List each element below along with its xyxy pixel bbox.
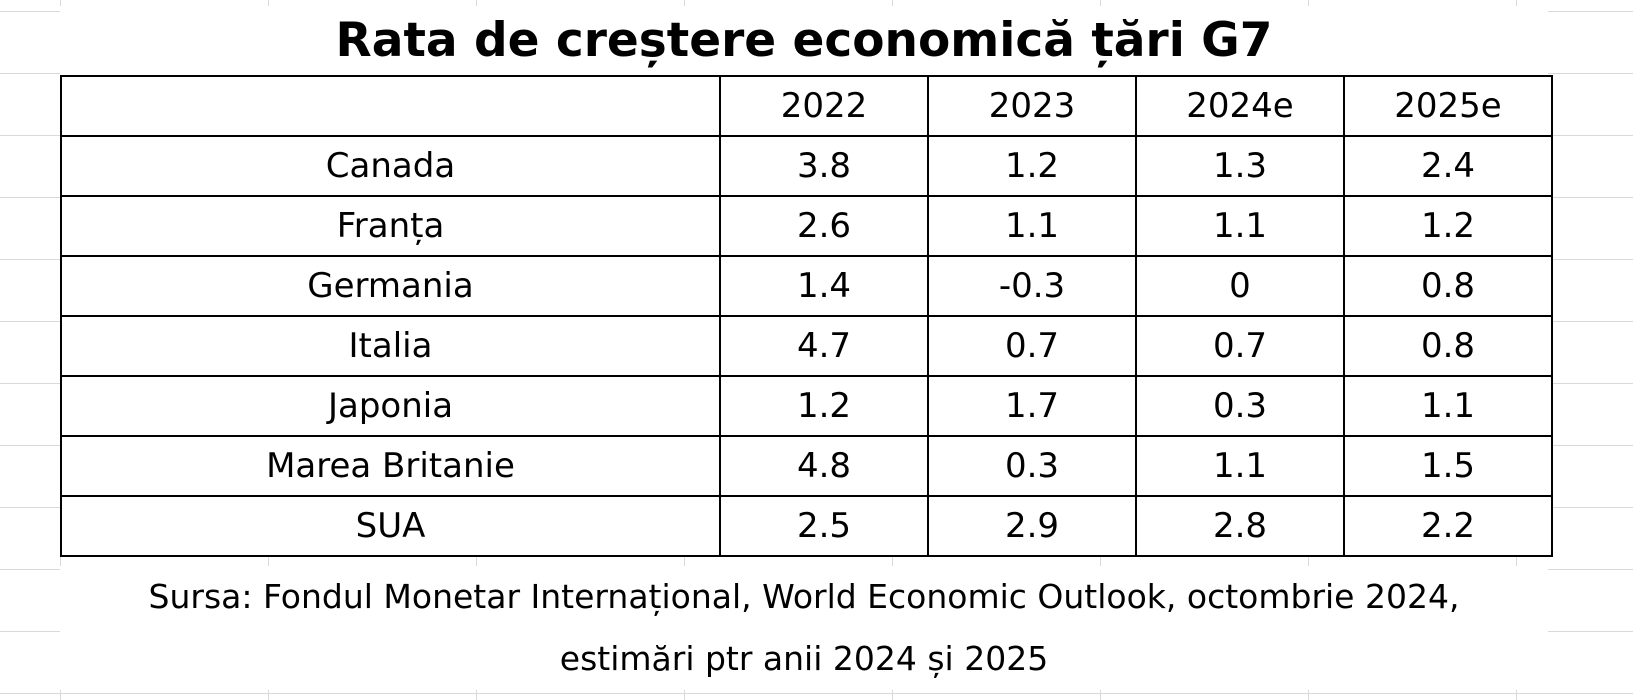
table-row: Canada 3.8 1.2 1.3 2.4 bbox=[60, 135, 1553, 197]
country-cell[interactable]: Japonia bbox=[60, 375, 721, 437]
value-cell[interactable]: 2.9 bbox=[927, 495, 1137, 557]
source-line-1: Sursa: Fondul Monetar Internațional, Wor… bbox=[148, 577, 1460, 616]
value-cell[interactable]: 1.4 bbox=[719, 255, 929, 317]
value-cell[interactable]: 2.5 bbox=[719, 495, 929, 557]
value-cell[interactable]: 1.3 bbox=[1135, 135, 1345, 197]
value-cell[interactable]: 1.2 bbox=[927, 135, 1137, 197]
table-row: Italia 4.7 0.7 0.7 0.8 bbox=[60, 315, 1553, 377]
table-title: Rata de creștere economică țări G7 bbox=[60, 6, 1548, 76]
table-row: SUA 2.5 2.9 2.8 2.2 bbox=[60, 495, 1553, 557]
value-cell[interactable]: 0.3 bbox=[927, 435, 1137, 497]
value-cell[interactable]: 1.1 bbox=[1135, 435, 1345, 497]
country-cell[interactable]: Italia bbox=[60, 315, 721, 377]
value-cell[interactable]: 1.7 bbox=[927, 375, 1137, 437]
header-year-2023[interactable]: 2023 bbox=[927, 75, 1137, 137]
value-cell[interactable]: 1.2 bbox=[719, 375, 929, 437]
value-cell[interactable]: 1.1 bbox=[1343, 375, 1553, 437]
value-cell[interactable]: 2.6 bbox=[719, 195, 929, 257]
table-row: Germania 1.4 -0.3 0 0.8 bbox=[60, 255, 1553, 317]
value-cell[interactable]: 4.7 bbox=[719, 315, 929, 377]
table-row: Japonia 1.2 1.7 0.3 1.1 bbox=[60, 375, 1553, 437]
value-cell[interactable]: 0.3 bbox=[1135, 375, 1345, 437]
country-cell[interactable]: Marea Britanie bbox=[60, 435, 721, 497]
value-cell[interactable]: 1.2 bbox=[1343, 195, 1553, 257]
value-cell[interactable]: 0 bbox=[1135, 255, 1345, 317]
header-row: 2022 2023 2024e 2025e bbox=[60, 75, 1553, 137]
value-cell[interactable]: 2.8 bbox=[1135, 495, 1345, 557]
country-cell[interactable]: SUA bbox=[60, 495, 721, 557]
table-row: Franța 2.6 1.1 1.1 1.2 bbox=[60, 195, 1553, 257]
value-cell[interactable]: 0.8 bbox=[1343, 315, 1553, 377]
header-year-2025e[interactable]: 2025e bbox=[1343, 75, 1553, 137]
value-cell[interactable]: 3.8 bbox=[719, 135, 929, 197]
header-year-2024e[interactable]: 2024e bbox=[1135, 75, 1345, 137]
value-cell[interactable]: 0.8 bbox=[1343, 255, 1553, 317]
country-cell[interactable]: Franța bbox=[60, 195, 721, 257]
value-cell[interactable]: 1.1 bbox=[927, 195, 1137, 257]
gdp-growth-table: 2022 2023 2024e 2025e Canada 3.8 1.2 1.3… bbox=[60, 75, 1553, 557]
source-line-2: estimări ptr anii 2024 și 2025 bbox=[559, 639, 1049, 678]
value-cell[interactable]: 0.7 bbox=[927, 315, 1137, 377]
header-year-2022[interactable]: 2022 bbox=[719, 75, 929, 137]
source-note: Sursa: Fondul Monetar Internațional, Wor… bbox=[60, 566, 1548, 690]
value-cell[interactable]: 4.8 bbox=[719, 435, 929, 497]
country-cell[interactable]: Canada bbox=[60, 135, 721, 197]
value-cell[interactable]: 2.2 bbox=[1343, 495, 1553, 557]
value-cell[interactable]: 1.1 bbox=[1135, 195, 1345, 257]
value-cell[interactable]: 2.4 bbox=[1343, 135, 1553, 197]
value-cell[interactable]: -0.3 bbox=[927, 255, 1137, 317]
value-cell[interactable]: 1.5 bbox=[1343, 435, 1553, 497]
header-country[interactable] bbox=[60, 75, 721, 137]
country-cell[interactable]: Germania bbox=[60, 255, 721, 317]
value-cell[interactable]: 0.7 bbox=[1135, 315, 1345, 377]
table-row: Marea Britanie 4.8 0.3 1.1 1.5 bbox=[60, 435, 1553, 497]
